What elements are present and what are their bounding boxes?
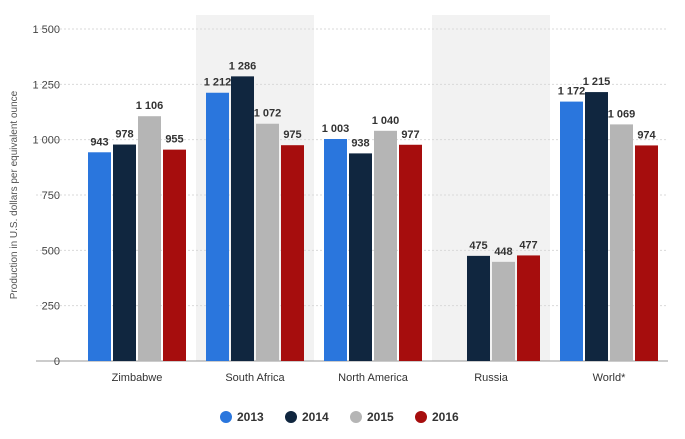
x-category-label: Zimbabwe bbox=[112, 372, 163, 384]
data-label: 1 003 bbox=[322, 123, 350, 135]
bar bbox=[349, 153, 372, 361]
bar bbox=[585, 92, 608, 361]
y-tick-label: 250 bbox=[42, 301, 60, 313]
y-tick-label: 500 bbox=[42, 245, 60, 257]
legend-label: 2016 bbox=[432, 410, 459, 424]
y-tick-label: 1 250 bbox=[32, 79, 60, 91]
legend-item[interactable]: 2013 bbox=[220, 410, 264, 424]
data-label: 1 286 bbox=[229, 60, 257, 72]
bar bbox=[256, 123, 279, 361]
bar bbox=[206, 92, 229, 361]
bar bbox=[88, 152, 111, 361]
data-label: 1 040 bbox=[372, 115, 400, 127]
bar bbox=[163, 149, 186, 361]
data-label: 1 069 bbox=[608, 108, 636, 120]
x-axis-categories: Zimbabwe South Africa North America Russia W… bbox=[112, 372, 626, 384]
legend-item[interactable]: 2014 bbox=[285, 410, 329, 424]
y-tick-label: 1 500 bbox=[32, 24, 60, 36]
legend-label: 2013 bbox=[237, 410, 264, 424]
bar bbox=[610, 124, 633, 361]
data-label: 1 106 bbox=[136, 100, 164, 112]
data-label: 475 bbox=[469, 240, 487, 252]
data-label: 1 212 bbox=[204, 77, 232, 89]
legend-item[interactable]: 2016 bbox=[415, 410, 459, 424]
legend-marker bbox=[285, 411, 297, 423]
x-category-label: North America bbox=[338, 372, 409, 384]
bar bbox=[517, 255, 540, 361]
bar bbox=[374, 130, 397, 361]
bar bbox=[281, 145, 304, 361]
bars bbox=[88, 76, 658, 362]
y-tick-label: 1 000 bbox=[32, 135, 60, 147]
data-label: 448 bbox=[494, 246, 512, 258]
data-label: 1 172 bbox=[558, 86, 586, 98]
data-label: 1 215 bbox=[583, 76, 611, 88]
x-category-label: South Africa bbox=[225, 372, 285, 384]
data-label: 975 bbox=[283, 129, 301, 141]
legend-item[interactable]: 2015 bbox=[350, 410, 394, 424]
bar bbox=[399, 144, 422, 361]
bar bbox=[635, 145, 658, 361]
bar bbox=[467, 255, 490, 361]
bar bbox=[113, 144, 136, 361]
legend-label: 2014 bbox=[302, 410, 329, 424]
x-category-label: World* bbox=[593, 372, 627, 384]
data-label: 955 bbox=[165, 134, 183, 146]
y-axis-label: Production in U.S. dollars per equivalen… bbox=[9, 90, 20, 299]
bar bbox=[324, 139, 347, 361]
bar bbox=[138, 116, 161, 362]
data-label: 977 bbox=[401, 129, 419, 141]
legend: 2013 2014 2015 2016 bbox=[220, 410, 459, 424]
y-axis-ticks: 0 250 500 750 1 000 1 250 1 500 bbox=[32, 24, 60, 368]
bar bbox=[231, 76, 254, 362]
data-label: 943 bbox=[90, 136, 108, 148]
x-category-label: Russia bbox=[474, 372, 509, 384]
y-tick-label: 0 bbox=[54, 356, 60, 368]
legend-marker bbox=[415, 411, 427, 423]
legend-label: 2015 bbox=[367, 410, 394, 424]
y-tick-label: 750 bbox=[42, 190, 60, 202]
legend-marker bbox=[220, 411, 232, 423]
bar bbox=[560, 101, 583, 361]
data-label: 974 bbox=[637, 129, 656, 141]
legend-marker bbox=[350, 411, 362, 423]
data-label: 1 072 bbox=[254, 108, 282, 120]
bar bbox=[492, 261, 515, 361]
data-label: 477 bbox=[519, 239, 537, 251]
data-label: 938 bbox=[351, 137, 369, 149]
data-label: 978 bbox=[115, 129, 133, 141]
